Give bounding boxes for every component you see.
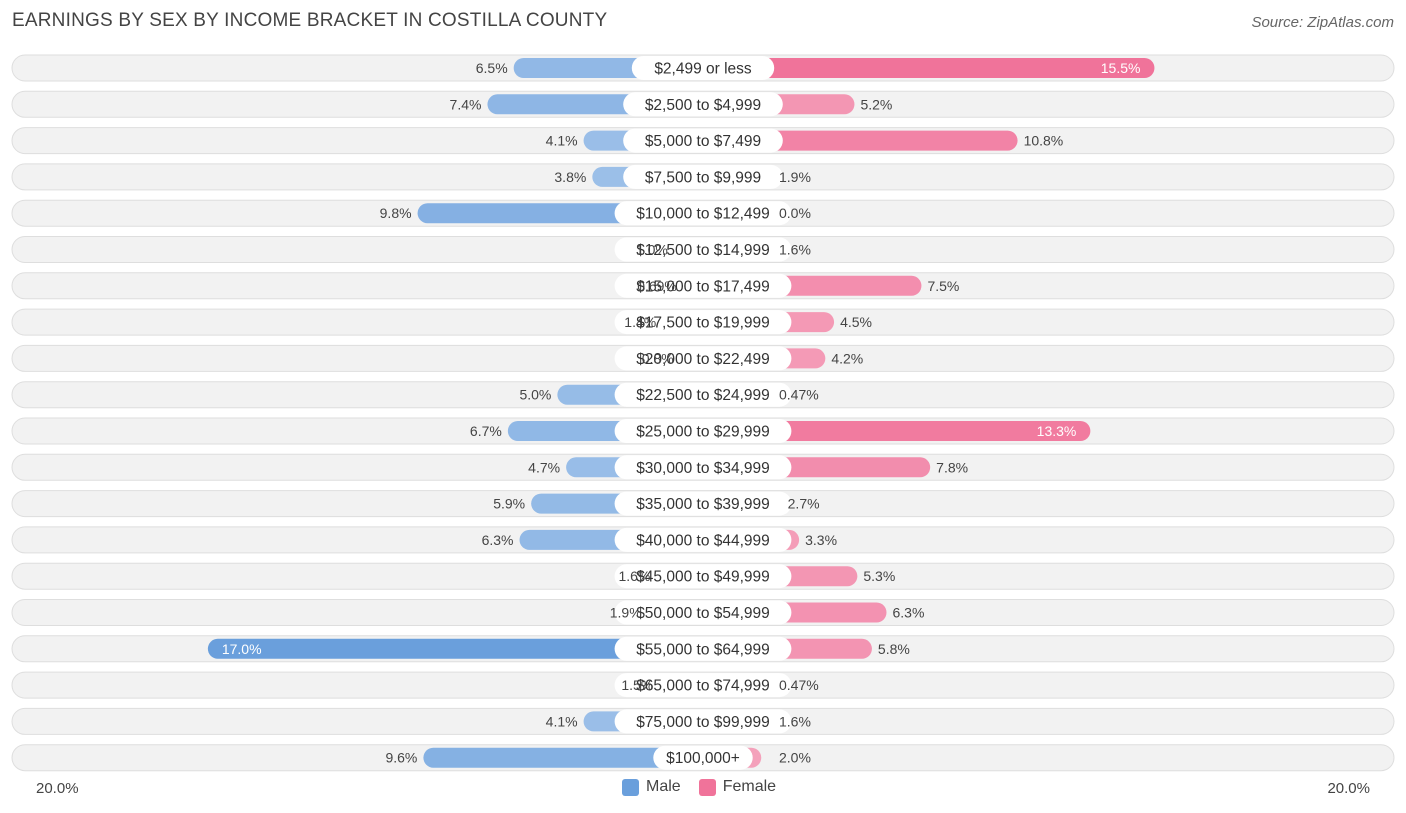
male-value-label: 1.4% (624, 314, 656, 330)
category-pill (614, 382, 792, 407)
category-label: $50,000 to $54,999 (636, 605, 770, 622)
male-value-label: 17.0% (222, 641, 262, 657)
category-pill (614, 600, 792, 625)
legend-item-male[interactable]: Male (622, 778, 681, 796)
male-value-label: 4.1% (546, 713, 578, 729)
legend: Male Female (622, 778, 786, 796)
female-value-label: 0.47% (779, 387, 819, 403)
female-value-label: 2.0% (779, 750, 811, 766)
male-value-label: 7.4% (450, 96, 482, 112)
category-label: $10,000 to $12,499 (636, 206, 770, 223)
category-pill (614, 273, 792, 298)
category-label: $75,000 to $99,999 (636, 714, 770, 731)
female-value-label: 3.3% (805, 532, 837, 548)
female-value-label: 1.6% (779, 242, 811, 258)
category-pill (614, 310, 792, 335)
male-value-label: 9.6% (385, 750, 417, 766)
category-pill (623, 92, 783, 117)
category-pill (614, 709, 792, 734)
category-pill (614, 237, 792, 262)
male-value-label: 0.8% (642, 350, 674, 366)
axis-left-label: 20.0% (36, 780, 79, 797)
category-label: $100,000+ (666, 750, 740, 767)
legend-swatch-male (622, 778, 639, 796)
male-value-label: 5.0% (519, 387, 551, 403)
female-value-label: 4.5% (840, 314, 872, 330)
male-value-label: 4.1% (546, 133, 578, 149)
female-value-label: 0.0% (779, 205, 811, 221)
female-value-label: 1.6% (779, 713, 811, 729)
female-value-label: 15.5% (1101, 60, 1141, 76)
male-value-label: 6.5% (476, 60, 508, 76)
male-value-label: 1.0% (636, 242, 668, 258)
axis-right-label: 20.0% (1327, 780, 1370, 797)
male-bar[interactable] (423, 747, 713, 768)
category-pill (623, 128, 783, 153)
female-value-label: 5.3% (863, 568, 895, 584)
category-label: $45,000 to $49,999 (636, 569, 770, 586)
male-value-label: 1.9% (610, 605, 642, 621)
category-label: $5,000 to $7,499 (645, 133, 761, 150)
female-value-label: 7.8% (936, 459, 968, 475)
male-value-label: 0.69% (637, 278, 677, 294)
category-pill (614, 201, 792, 226)
category-label: $22,500 to $24,999 (636, 387, 770, 404)
category-pill (614, 491, 792, 516)
category-label: $12,500 to $14,999 (636, 242, 770, 259)
category-label: $25,000 to $29,999 (636, 424, 770, 441)
legend-label-female: Female (722, 778, 777, 795)
male-value-label: 9.8% (380, 205, 412, 221)
female-value-label: 5.2% (860, 96, 892, 112)
female-bar[interactable] (693, 421, 1091, 441)
category-pill (631, 56, 775, 80)
category-label: $17,500 to $19,999 (636, 315, 770, 332)
category-label: $20,000 to $22,499 (636, 351, 770, 368)
female-value-label: 1.9% (779, 169, 811, 185)
female-value-label: 13.3% (1037, 423, 1077, 439)
female-value-label: 10.8% (1024, 133, 1064, 149)
female-value-label: 6.3% (892, 605, 924, 621)
category-pill (614, 455, 792, 480)
male-value-label: 5.9% (493, 496, 525, 512)
female-value-label: 5.8% (878, 641, 910, 657)
male-value-label: 1.6% (618, 568, 650, 584)
male-bar[interactable] (207, 638, 713, 659)
category-pill (614, 636, 792, 661)
male-value-label: 1.5% (621, 677, 653, 693)
category-pill (614, 564, 792, 589)
category-label: $40,000 to $44,999 (636, 532, 770, 549)
category-pill (614, 419, 792, 443)
female-bar[interactable] (693, 58, 1155, 78)
category-label: $55,000 to $64,999 (636, 641, 770, 658)
category-label: $15,000 to $17,499 (636, 278, 770, 295)
legend-swatch-female (698, 778, 716, 796)
male-value-label: 3.8% (554, 169, 586, 185)
category-pill (614, 346, 792, 371)
category-label: $2,499 or less (654, 61, 752, 78)
legend-label-male: Male (646, 778, 681, 795)
source-label: Source: ZipAtlas.com (1251, 14, 1394, 31)
female-value-label: 4.2% (831, 350, 863, 366)
chart-title: EARNINGS BY SEX BY INCOME BRACKET IN COS… (12, 10, 608, 31)
category-label: $7,500 to $9,999 (645, 169, 761, 186)
category-label: $30,000 to $34,999 (636, 460, 770, 477)
male-value-label: 6.3% (482, 532, 514, 548)
legend-item-female[interactable]: Female (698, 778, 777, 796)
category-pill (614, 527, 792, 552)
male-value-label: 6.7% (470, 423, 502, 439)
female-value-label: 7.5% (927, 278, 959, 294)
male-value-label: 4.7% (528, 459, 560, 475)
female-value-label: 0.47% (779, 677, 819, 693)
female-value-label: 2.7% (788, 496, 820, 512)
category-pill (653, 745, 753, 770)
category-label: $2,500 to $4,999 (645, 97, 761, 114)
category-pill (614, 673, 792, 698)
category-label: $65,000 to $74,999 (636, 678, 770, 695)
category-pill (623, 164, 783, 189)
category-label: $35,000 to $39,999 (636, 496, 770, 513)
